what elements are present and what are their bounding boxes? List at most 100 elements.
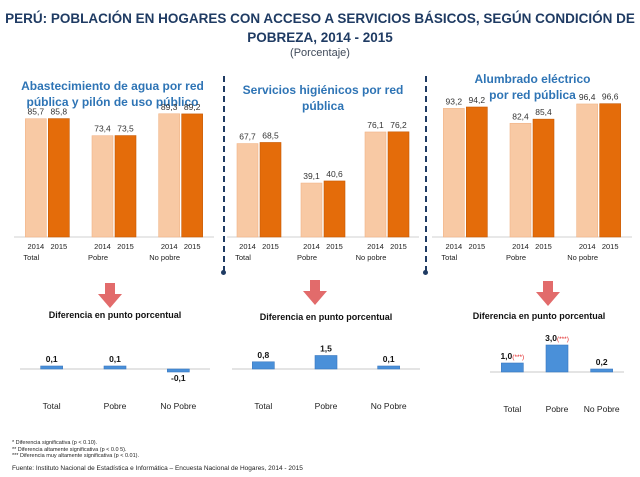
sanitation-year-label: 2015 bbox=[390, 242, 407, 251]
sanitation-year-label: 2015 bbox=[326, 242, 343, 251]
electricity-bar-total-2014 bbox=[443, 108, 465, 238]
sanitation-bar-total-2014 bbox=[236, 143, 259, 238]
electricity-bar-no-pobre-2014 bbox=[576, 103, 598, 238]
electricity-diff-bar-total bbox=[501, 362, 524, 373]
electricity-group-label: Pobre bbox=[506, 253, 526, 262]
electricity-year-label: 2014 bbox=[579, 242, 596, 251]
water-diff-category-label: No Pobre bbox=[160, 401, 196, 411]
water-diff-category-label: Pobre bbox=[104, 401, 127, 411]
electricity-diff-title: Diferencia en punto porcentual bbox=[473, 311, 606, 321]
electricity-diff-significance-mark: (***) bbox=[512, 354, 524, 361]
electricity-diff-bar-pobre bbox=[545, 344, 569, 373]
water-diff-value-label: -0,1 bbox=[171, 373, 186, 383]
sanitation-value-label: 76,1 bbox=[367, 120, 384, 130]
electricity-value-label: 96,6 bbox=[602, 92, 619, 102]
water-diff-category-label: Total bbox=[43, 401, 61, 411]
panel-title-electricity: Alumbrado eléctrico por red pública bbox=[430, 71, 635, 103]
water-bar-total-2014 bbox=[25, 118, 47, 238]
water-bar-total-2015 bbox=[48, 118, 70, 238]
chart-title: PERÚ: POBLACIÓN EN HOGARES CON ACCESO A … bbox=[0, 9, 640, 47]
electricity-year-label: 2014 bbox=[512, 242, 529, 251]
sanitation-diff-category-label: Total bbox=[254, 401, 272, 411]
electricity-diff-value-label: 3,0(***) bbox=[545, 333, 569, 343]
electricity-year-label: 2015 bbox=[602, 242, 619, 251]
water-diff-bar-pobre bbox=[103, 365, 127, 370]
electricity-bar-pobre-2015 bbox=[532, 118, 555, 238]
water-value-label: 85,8 bbox=[51, 107, 68, 117]
divider-dot-left bbox=[221, 270, 226, 275]
electricity-value-label: 93,2 bbox=[446, 96, 463, 106]
sanitation-year-label: 2014 bbox=[239, 242, 256, 251]
down-arrow-icon-electricity bbox=[536, 281, 560, 306]
sanitation-value-label: 67,7 bbox=[239, 132, 256, 142]
water-diff-bar-no-pobre bbox=[167, 368, 190, 373]
sanitation-diff-value-label: 1,5 bbox=[320, 344, 332, 354]
sanitation-year-label: 2014 bbox=[303, 242, 320, 251]
sanitation-bar-no-pobre-2015 bbox=[387, 131, 410, 238]
divider-dot-right bbox=[423, 270, 428, 275]
sanitation-value-label: 39,1 bbox=[303, 171, 320, 181]
sanitation-diff-bar-pobre bbox=[314, 355, 338, 370]
electricity-diff-category-label: Total bbox=[503, 404, 521, 414]
electricity-group-label: No pobre bbox=[567, 253, 598, 262]
sanitation-year-label: 2014 bbox=[367, 242, 384, 251]
sanitation-diff-value-label: 0,1 bbox=[383, 354, 395, 364]
electricity-value-label: 96,4 bbox=[579, 92, 596, 102]
significance-notes: * Diferencia significativa (p < 0.10). *… bbox=[12, 440, 139, 460]
sanitation-diff-bar-no-pobre bbox=[377, 365, 400, 370]
water-year-label: 2014 bbox=[161, 242, 178, 251]
sanitation-bar-total-2015 bbox=[259, 142, 282, 238]
panel-title-water-line1: Abastecimiento de agua por red bbox=[21, 79, 204, 93]
water-year-label: 2014 bbox=[94, 242, 111, 251]
sanitation-group-label: No pobre bbox=[356, 253, 387, 262]
electricity-diff-category-label: No Pobre bbox=[584, 404, 620, 414]
note-1: * Diferencia significativa (p < 0.10). bbox=[12, 440, 98, 446]
title-line-1: PERÚ: POBLACIÓN EN HOGARES CON ACCESO A … bbox=[5, 11, 635, 26]
note-3: *** Diferencia muy altamente significati… bbox=[12, 453, 140, 460]
electricity-diff-category-label: Pobre bbox=[546, 404, 569, 414]
water-diff-value-label: 0,1 bbox=[109, 354, 121, 364]
sanitation-diff-title: Diferencia en punto porcentual bbox=[260, 312, 393, 322]
electricity-year-label: 2015 bbox=[468, 242, 485, 251]
panel-title-electricity-line1: Alumbrado eléctrico bbox=[474, 72, 591, 86]
water-value-label: 85,7 bbox=[28, 107, 45, 117]
panel-title-sanitation-line2: pública bbox=[301, 99, 344, 113]
down-arrow-icon-sanitation bbox=[303, 280, 327, 305]
electricity-year-label: 2014 bbox=[445, 242, 462, 251]
sanitation-group-label: Pobre bbox=[297, 253, 317, 262]
sanitation-diff-value-label: 0,8 bbox=[257, 350, 269, 360]
sanitation-bar-pobre-2014 bbox=[300, 182, 323, 238]
sanitation-diff-category-label: Pobre bbox=[315, 401, 338, 411]
source-note: Fuente: Instituto Nacional de Estadístic… bbox=[12, 465, 303, 472]
sanitation-bar-no-pobre-2014 bbox=[364, 131, 387, 238]
electricity-group-label: Total bbox=[441, 253, 457, 262]
panel-title-water-line2: pública y pilón de uso público bbox=[26, 95, 199, 109]
panel-title-electricity-line2: por red pública bbox=[489, 88, 576, 102]
chart-subtitle: (Porcentaje) bbox=[290, 47, 350, 59]
water-value-label: 73,4 bbox=[94, 124, 111, 134]
water-diff-bar-total bbox=[40, 365, 63, 370]
electricity-diff-bar-no-pobre bbox=[590, 368, 613, 373]
panel-title-sanitation-line1: Servicios higiénicos por red bbox=[242, 83, 404, 97]
water-diff-title: Diferencia en punto porcentual bbox=[49, 310, 182, 320]
panel-divider-left bbox=[223, 76, 225, 272]
water-year-label: 2015 bbox=[50, 242, 67, 251]
electricity-year-label: 2015 bbox=[535, 242, 552, 251]
water-year-label: 2015 bbox=[117, 242, 134, 251]
water-group-label: Total bbox=[23, 253, 39, 262]
electricity-value-label: 82,4 bbox=[512, 111, 529, 121]
sanitation-bar-pobre-2015 bbox=[323, 180, 346, 238]
water-diff-value-label: 0,1 bbox=[46, 354, 58, 364]
panel-title-sanitation: Servicios higiénicos por red pública bbox=[228, 82, 418, 114]
down-arrow-icon-water bbox=[98, 283, 122, 308]
sanitation-diff-bar-total bbox=[252, 361, 275, 370]
note-2: ** Diferencia altamente significativa (p… bbox=[12, 446, 127, 453]
electricity-value-label: 85,4 bbox=[535, 107, 552, 117]
sanitation-year-label: 2015 bbox=[262, 242, 279, 251]
sanitation-value-label: 76,2 bbox=[390, 120, 407, 130]
electricity-bar-total-2015 bbox=[466, 106, 488, 238]
electricity-diff-value-label: 0,2 bbox=[596, 357, 608, 367]
water-year-label: 2014 bbox=[27, 242, 44, 251]
water-group-label: No pobre bbox=[149, 253, 180, 262]
title-line-2: POBREZA, 2014 - 2015 bbox=[247, 30, 393, 45]
